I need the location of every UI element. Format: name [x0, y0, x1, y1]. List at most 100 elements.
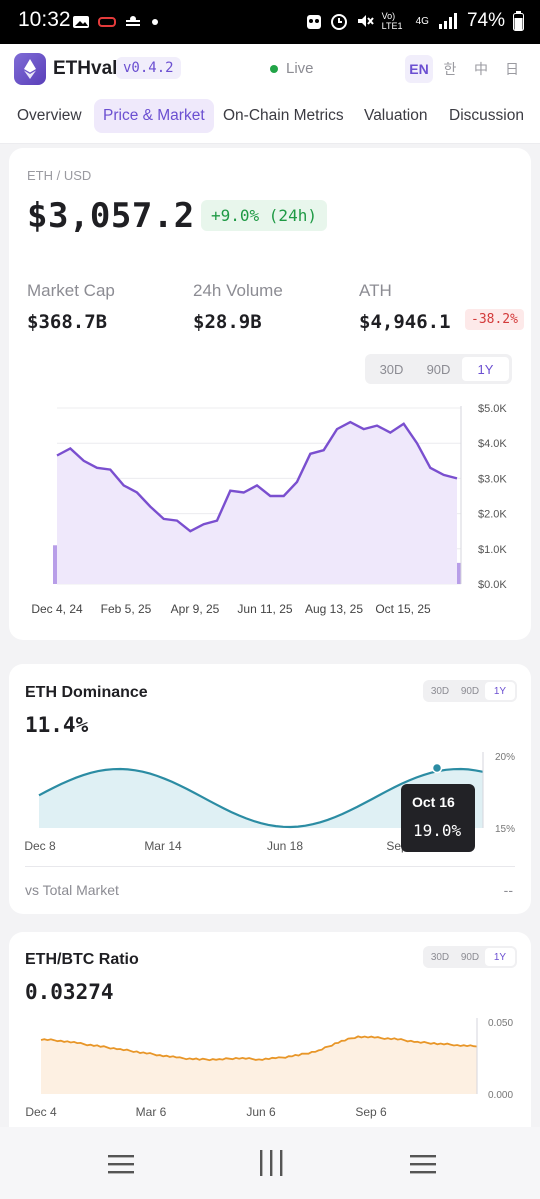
price-card: ETH / USD $3,057.2 +9.0% (24h) Market Ca… — [9, 148, 531, 640]
tab-discussion[interactable]: Discussion — [449, 107, 524, 124]
live-status: Live — [270, 60, 314, 77]
price-ytick-label: $2.0K — [478, 509, 507, 521]
alarm-icon — [330, 14, 347, 30]
pair-label: ETH / USD — [27, 168, 92, 183]
battery-icon — [513, 11, 524, 31]
price-ytick-label: $4.0K — [478, 438, 507, 450]
language-switcher: EN 한 中 日 — [405, 55, 526, 83]
current-price: $3,057.2 — [27, 196, 195, 236]
ratio-area — [41, 1036, 477, 1094]
system-nav-bar — [0, 1127, 540, 1199]
dominance-ytick-label: 15% — [495, 824, 515, 835]
ratio-xtick-label: Dec 4 — [25, 1105, 57, 1119]
recent-apps-icon[interactable] — [108, 1153, 136, 1177]
ratio-ytick-label: 0.050 — [488, 1018, 513, 1029]
vs-total-market-value: -- — [503, 882, 513, 898]
tab-on-chain-metrics[interactable]: On-Chain Metrics — [223, 107, 344, 124]
lang-zh-button[interactable]: 中 — [474, 61, 488, 77]
dominance-ytick-label: 20% — [495, 752, 515, 763]
ratio-value: 0.03274 — [25, 980, 114, 1004]
lang-en-button[interactable]: EN — [405, 55, 433, 83]
battery-level: 74% — [466, 10, 505, 31]
app-name: ETHval — [53, 58, 118, 79]
tooltip-value: 19.0% — [413, 821, 462, 840]
lang-ko-button[interactable]: 한 — [443, 61, 457, 77]
lang-ja-button[interactable]: 日 — [505, 61, 519, 77]
panda-icon — [306, 15, 321, 29]
market-cap-label: Market Cap — [27, 281, 115, 300]
price-ytick-label: $5.0K — [478, 403, 507, 415]
ratio-title: ETH/BTC Ratio — [25, 951, 139, 968]
dominance-title: ETH Dominance — [25, 684, 148, 701]
live-dot-icon — [270, 64, 278, 73]
price-area — [57, 422, 457, 584]
price-chart[interactable]: $5.0K $4.0K $3.0K $2.0K $1.0K $0.0K Dec 4, 24… — [9, 398, 531, 638]
network-indicator: 4G — [415, 15, 429, 27]
tab-valuation[interactable]: Valuation — [364, 107, 428, 124]
ratio-ytick-label: 0.000 — [488, 1090, 513, 1101]
system-icons: Vo) LTE1 4G 74% — [306, 10, 524, 32]
notification-icons — [72, 14, 160, 30]
ethereum-logo-icon[interactable] — [14, 53, 46, 85]
price-xtick-label: Oct 15, 25 — [375, 602, 431, 616]
main-tabs: Overview Price & Market On-Chain Metrics… — [0, 96, 540, 144]
status-time: 10:32 — [18, 8, 71, 31]
version-badge: v0.4.2 — [116, 57, 181, 79]
tab-overview[interactable]: Overview — [17, 107, 82, 124]
dominance-xtick-label: Dec 8 — [24, 839, 56, 853]
market-cap-value: $368.7B — [27, 311, 108, 333]
ratio-line — [40, 1035, 478, 1062]
price-range-selector: 30D 90D 1Y — [365, 354, 512, 384]
app-header: ETHval v0.4.2 Live EN 한 中 日 — [0, 44, 540, 96]
ath-change-badge: -38.2% — [465, 309, 524, 330]
dominance-tooltip: Oct 16 19.0% — [401, 784, 475, 852]
vs-total-market-label: vs Total Market — [25, 882, 119, 898]
ratio-range-selector: 30D 90D 1Y — [423, 946, 517, 968]
range-30d-button[interactable]: 30D — [379, 361, 404, 377]
dominance-area — [39, 769, 483, 828]
price-xtick-label: Aug 13, 25 — [305, 602, 363, 616]
car-icon — [98, 17, 116, 27]
price-line — [56, 420, 458, 533]
price-ytick-label: $0.0K — [478, 579, 507, 591]
range-90d-button[interactable]: 90D — [426, 361, 451, 377]
signal-icon — [438, 13, 457, 29]
ratio-chart[interactable]: 0.050 0.000 Dec 4 Mar 6 Jun 6 Sep 6 — [9, 1012, 531, 1122]
price-xtick-label: Feb 5, 25 — [101, 602, 152, 616]
dominance-highlight-point — [431, 762, 443, 774]
dominance-line — [38, 767, 484, 829]
ratio-xtick-label: Jun 6 — [246, 1105, 276, 1119]
dominance-chart[interactable]: 20%15% Dec 8 Mar 14 Jun 18 Sep — [9, 746, 531, 866]
eth-btc-ratio-card: ETH/BTC Ratio 0.03274 30D 90D 1Y 0.050 0.… — [9, 932, 531, 1132]
weather-icon — [126, 16, 140, 26]
volume-label: 24h Volume — [193, 281, 283, 300]
dot-icon — [152, 19, 158, 25]
price-xtick-label: Apr 9, 25 — [171, 602, 220, 616]
ratio-xtick-label: Mar 6 — [136, 1105, 167, 1119]
status-bar: 10:32 Vo) LTE1 4G 74% — [0, 0, 540, 44]
volume-value: $28.9B — [193, 311, 262, 333]
mute-icon — [357, 15, 374, 27]
live-label: Live — [286, 60, 314, 77]
dominance-xtick-label: Mar 14 — [144, 839, 182, 853]
dom-range-30d-button[interactable]: 30D — [430, 685, 450, 697]
ratio-range-1y-button[interactable]: 1Y — [485, 948, 515, 966]
home-icon[interactable] — [258, 1149, 286, 1177]
lte-indicator: Vo) LTE1 — [381, 11, 403, 31]
ratio-range-90d-button[interactable]: 90D — [460, 951, 480, 963]
dom-range-1y-button[interactable]: 1Y — [485, 682, 515, 700]
price-ytick-label: $1.0K — [478, 544, 507, 556]
dominance-range-selector: 30D 90D 1Y — [423, 680, 517, 702]
range-1y-button[interactable]: 1Y — [462, 357, 509, 381]
tab-price-market[interactable]: Price & Market — [94, 99, 214, 133]
dominance-divider — [25, 866, 515, 867]
back-menu-icon[interactable] — [410, 1153, 438, 1177]
dom-range-90d-button[interactable]: 90D — [460, 685, 480, 697]
price-ytick-label: $3.0K — [478, 473, 507, 485]
price-change-badge: +9.0% (24h) — [201, 200, 327, 231]
price-xtick-label: Jun 11, 25 — [237, 602, 292, 616]
ath-label: ATH — [359, 281, 392, 300]
dominance-card: ETH Dominance 11.4% 30D 90D 1Y 20% 15% De… — [9, 664, 531, 914]
dominance-xtick-label: Jun 18 — [267, 839, 303, 853]
ratio-range-30d-button[interactable]: 30D — [430, 951, 450, 963]
